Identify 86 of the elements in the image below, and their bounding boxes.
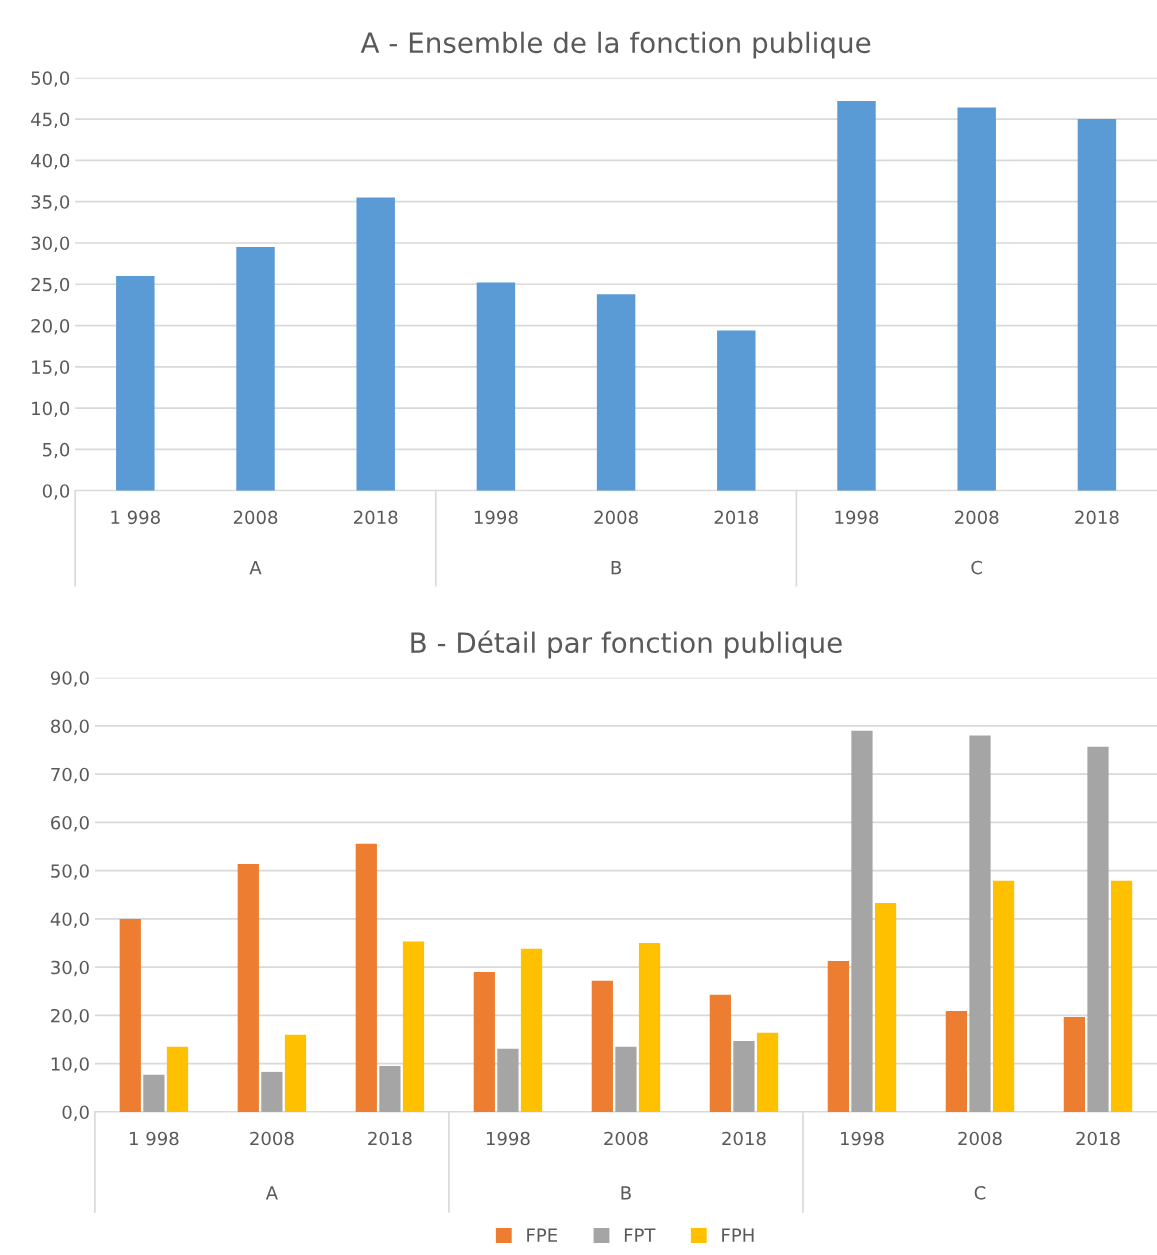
x-tick-label: 1998	[835, 510, 879, 525]
bar	[355, 843, 377, 1112]
x-tick-label: 2008	[604, 1131, 648, 1146]
bar	[717, 330, 756, 491]
bar	[969, 735, 991, 1112]
text: A	[249, 560, 262, 575]
y-tick-label: 30,0	[31, 236, 70, 252]
y-tick-label: 40,0	[50, 912, 89, 928]
x-tick-label: 2008	[250, 1131, 294, 1146]
x-tick-label: 1998	[474, 510, 518, 525]
y-tick-label: 90,0	[50, 671, 89, 687]
y-tick-label: 60,0	[51, 815, 89, 832]
text: B	[611, 560, 622, 575]
y-tick-label: 40,0	[31, 153, 70, 170]
bar	[709, 994, 731, 1112]
bar	[837, 100, 876, 491]
y-tick-label: 10,0	[51, 1057, 89, 1073]
x-tick-label: 2008	[233, 510, 278, 525]
chart-title: A - Ensemble de la fonction publique	[360, 31, 871, 59]
x-tick-label: 2008	[955, 510, 999, 525]
x-tick-label: 2008	[958, 1131, 1002, 1146]
y-tick-label: 10,0	[32, 401, 70, 418]
chart-title: B - Détail par fonction publique	[411, 630, 842, 659]
bar	[874, 903, 897, 1112]
bar	[851, 730, 873, 1112]
bar	[638, 943, 661, 1112]
bar	[236, 247, 275, 491]
x-tick-label: 2018	[1075, 510, 1119, 525]
text: C	[974, 1186, 986, 1200]
y-tick-label: 20,0	[51, 1008, 89, 1025]
y-tick-label: 35,0	[31, 195, 70, 211]
bar	[116, 276, 155, 491]
x-tick-label: 2018	[368, 1131, 412, 1146]
bar	[284, 1034, 307, 1112]
y-tick-label: 80,0	[51, 719, 89, 735]
bar	[992, 880, 1015, 1112]
x-tick-label: 1 998	[130, 1131, 179, 1146]
bar	[356, 197, 395, 491]
y-tick-label: 45,0	[31, 112, 70, 129]
text: B	[621, 1186, 631, 1200]
y-tick-label: 50,0	[31, 71, 70, 87]
x-tick-label: 1998	[486, 1131, 530, 1146]
x-tick-label: 2008	[594, 510, 638, 525]
bar	[827, 960, 849, 1112]
bar	[615, 1046, 637, 1112]
y-tick-label: 0,0	[42, 484, 70, 500]
bar	[166, 1046, 189, 1112]
bar	[237, 863, 259, 1112]
y-tick-label: 15,0	[32, 360, 70, 376]
bar	[945, 1011, 967, 1112]
x-tick-label: 2018	[354, 510, 398, 525]
bar	[1077, 119, 1117, 491]
bar	[476, 282, 516, 491]
y-tick-label: 30,0	[51, 960, 89, 977]
bar	[1087, 746, 1109, 1112]
bar	[473, 972, 495, 1112]
bar	[497, 1048, 519, 1112]
bar	[733, 1041, 755, 1112]
x-tick-label: 2018	[1076, 1131, 1120, 1146]
bar	[143, 1074, 165, 1112]
y-tick-label: 5,0	[43, 442, 70, 459]
text: C	[971, 560, 983, 575]
y-tick-label: 20,0	[31, 319, 70, 335]
y-tick-label: 25,0	[31, 277, 70, 294]
bar	[1110, 880, 1133, 1112]
bar	[261, 1071, 283, 1112]
x-tick-label: 2018	[722, 1131, 766, 1146]
x-tick-label: 1998	[840, 1131, 884, 1146]
legend-label: FPE	[527, 1228, 557, 1242]
bar	[957, 107, 996, 491]
bar	[119, 918, 141, 1112]
y-tick-label: 0,0	[62, 1105, 89, 1121]
x-tick-label: 1 998	[111, 510, 160, 525]
bar	[596, 294, 636, 491]
bar	[1063, 1016, 1086, 1112]
bar	[379, 1066, 401, 1112]
legend-label: FPH	[722, 1228, 754, 1242]
x-tick-label: 2018	[714, 510, 759, 525]
bar	[520, 948, 543, 1112]
legend-label: FPT	[624, 1228, 656, 1242]
y-tick-label: 70,0	[51, 767, 89, 784]
bar	[591, 980, 613, 1112]
y-tick-label: 50,0	[51, 864, 89, 880]
text: A	[265, 1186, 278, 1200]
bar	[756, 1032, 779, 1112]
bar	[402, 941, 425, 1112]
